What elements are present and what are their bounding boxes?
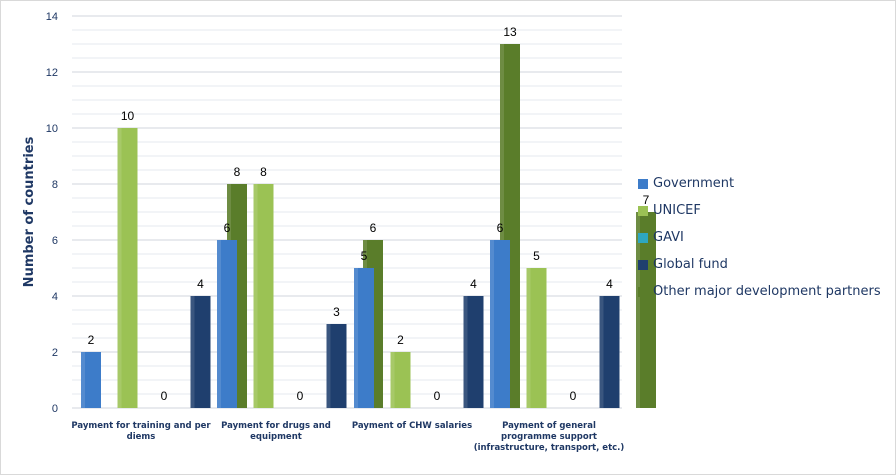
category-label: Payment of CHW salaries	[352, 421, 472, 431]
data-label: 10	[121, 109, 135, 123]
category-label: Payment for drugs and equipment	[221, 421, 331, 442]
bar-fill	[354, 268, 374, 408]
bar	[463, 296, 484, 408]
y-tick-label: 14	[46, 11, 58, 23]
bar-fill	[326, 324, 347, 408]
legend-label: GAVI	[653, 230, 684, 245]
legend-label: UNICEF	[653, 203, 701, 218]
category-label: Payment of general programme support (infr…	[474, 421, 625, 453]
legend: Government UNICEF GAVI Global fund Other maj…	[638, 170, 881, 305]
bar	[326, 324, 347, 408]
bar-fill	[526, 268, 547, 408]
bar	[81, 352, 101, 408]
y-tick-label: 0	[52, 403, 58, 415]
data-label: 13	[503, 25, 517, 39]
data-label: 6	[224, 221, 231, 235]
bar-fill	[217, 240, 237, 408]
bar-highlight	[190, 296, 195, 408]
bar-highlight	[81, 352, 85, 408]
bar-fill	[463, 296, 484, 408]
bar	[354, 268, 374, 408]
bar-highlight	[217, 240, 221, 408]
data-label: 4	[470, 277, 477, 291]
bar-fill	[599, 296, 620, 408]
y-tick-label: 12	[46, 67, 58, 79]
bar-highlight	[326, 324, 331, 408]
bar-highlight	[390, 352, 395, 408]
legend-swatch	[638, 259, 648, 270]
bar-fill	[190, 296, 211, 408]
data-label: 7	[643, 193, 650, 207]
data-label: 3	[333, 305, 340, 319]
y-axis-label: Number of countries	[22, 136, 37, 287]
legend-item: Government	[638, 170, 881, 197]
bar-highlight	[463, 296, 468, 408]
y-axis-ticks: 0 2 4 6 8 10 12 14	[46, 11, 58, 415]
legend-item: GAVI	[638, 224, 881, 251]
bar-highlight	[599, 296, 604, 408]
category-labels: Payment for training and per diems Payment…	[71, 421, 624, 453]
y-tick-label: 10	[46, 123, 58, 135]
data-label: 0	[297, 389, 304, 403]
legend-swatch	[638, 286, 648, 297]
data-label: 0	[161, 389, 168, 403]
bar	[190, 296, 211, 408]
data-label: 4	[197, 277, 204, 291]
y-tick-label: 4	[52, 291, 58, 303]
bar-highlight	[526, 268, 531, 408]
data-label: 0	[570, 389, 577, 403]
bar-highlight	[354, 268, 358, 408]
data-label: 6	[370, 221, 377, 235]
bar	[253, 184, 274, 408]
legend-item: Global fund	[638, 251, 881, 278]
y-tick-label: 2	[52, 347, 58, 359]
legend-item: Other major development partners	[638, 278, 881, 305]
bar-fill	[390, 352, 411, 408]
legend-label: Global fund	[653, 257, 728, 272]
bar	[526, 268, 547, 408]
data-label: 6	[497, 221, 504, 235]
bar	[117, 128, 138, 408]
data-label: 2	[397, 333, 404, 347]
bar-fill	[490, 240, 510, 408]
y-tick-label: 8	[52, 179, 58, 191]
y-tick-label: 6	[52, 235, 58, 247]
bar-fill	[253, 184, 274, 408]
data-label: 0	[434, 389, 441, 403]
bars	[81, 44, 656, 408]
bar	[490, 240, 510, 408]
bar	[390, 352, 411, 408]
data-label: 8	[234, 165, 241, 179]
data-label: 2	[88, 333, 95, 347]
legend-swatch	[638, 205, 648, 216]
bar	[217, 240, 237, 408]
legend-label: Government	[653, 176, 735, 191]
legend-label: Other major development partners	[653, 284, 881, 299]
bar-fill	[81, 352, 101, 408]
legend-swatch	[638, 232, 648, 243]
data-label: 8	[260, 165, 267, 179]
bar-highlight	[636, 212, 640, 408]
bar	[599, 296, 620, 408]
legend-item: UNICEF	[638, 197, 881, 224]
data-label: 4	[606, 277, 613, 291]
category-label: Payment for training and per diems	[71, 421, 211, 442]
legend-swatch	[638, 178, 648, 189]
bar-highlight	[490, 240, 494, 408]
bar-highlight	[117, 128, 122, 408]
data-label: 5	[361, 249, 368, 263]
data-label: 5	[533, 249, 540, 263]
bar-highlight	[253, 184, 258, 408]
bar-highlight	[500, 44, 504, 408]
bar-fill	[117, 128, 138, 408]
